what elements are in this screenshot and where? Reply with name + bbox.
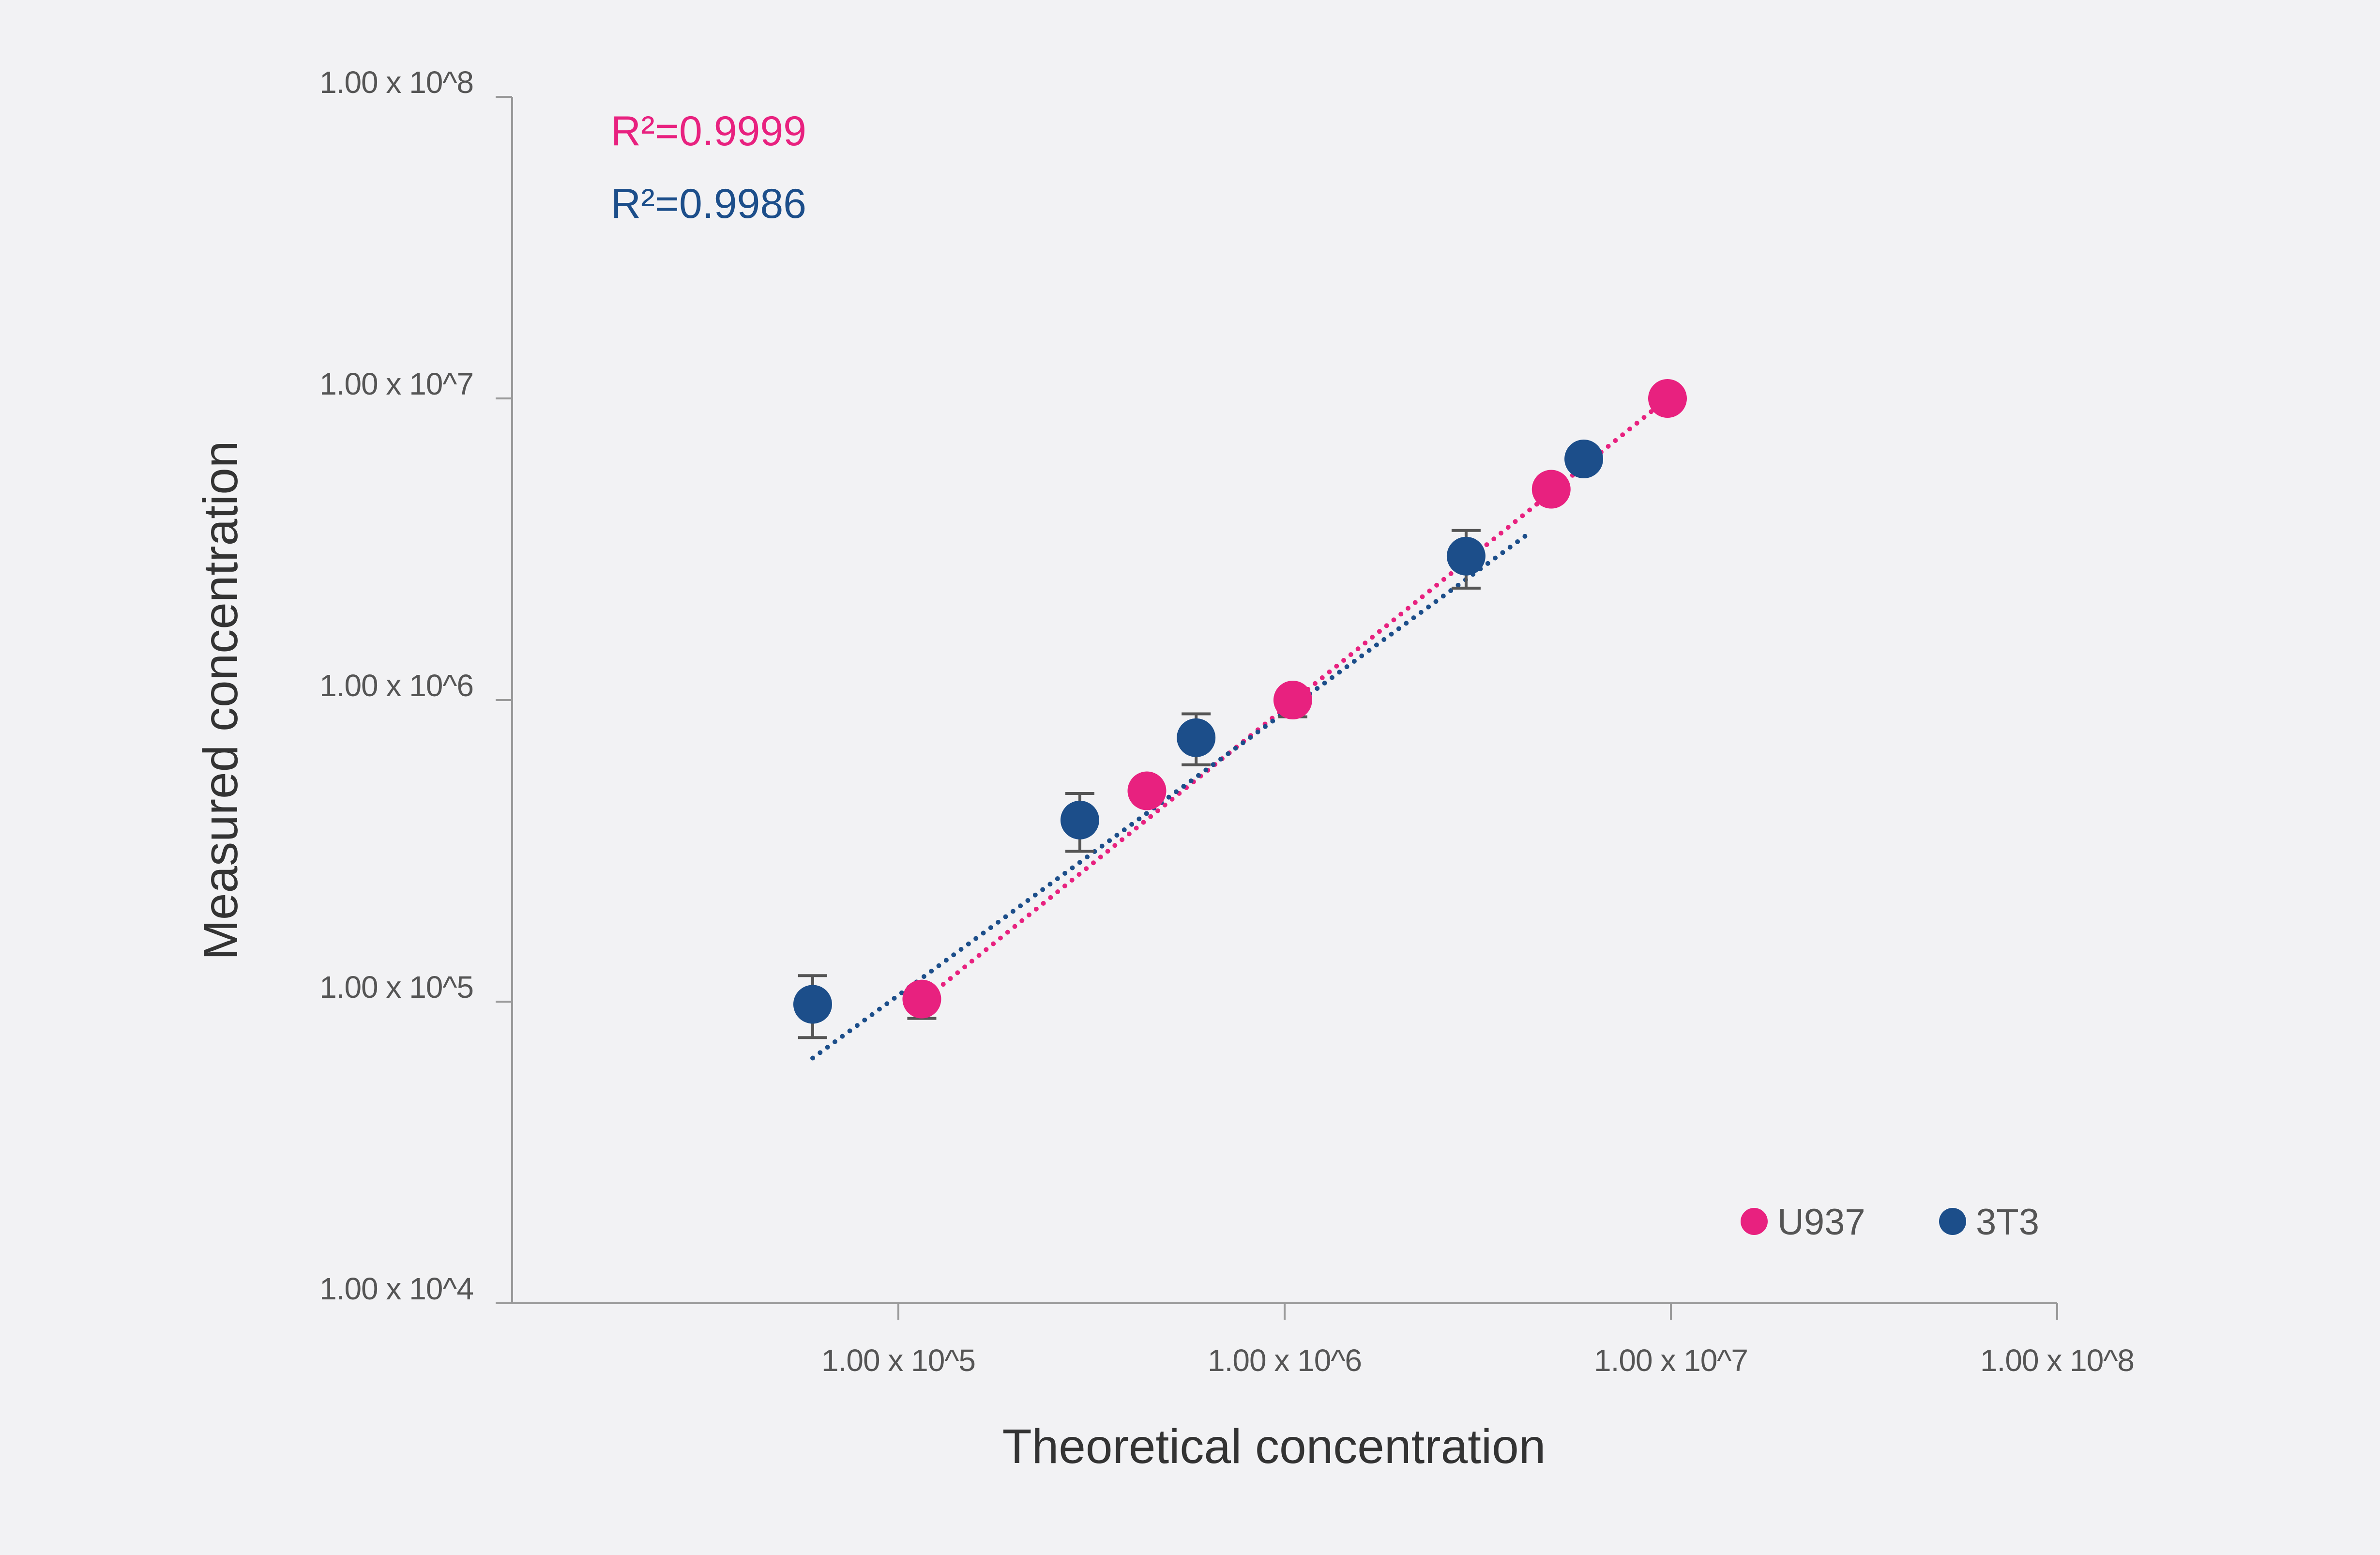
data-point-u937 — [1273, 681, 1312, 719]
y-tick-label: 1.00 x 10^7 — [319, 366, 473, 401]
x-tick-label: 1.00 x 10^7 — [1594, 1343, 1748, 1378]
x-tick-label: 1.00 x 10^5 — [821, 1343, 975, 1378]
x-tick-label: 1.00 x 10^6 — [1208, 1343, 1362, 1378]
r2-label-3t3: R²=0.9986 — [611, 181, 806, 227]
labels: 1.00 x 10^4 1.00 x 10^5 1.00 x 10^6 1.00 x … — [319, 65, 2135, 1378]
y-tick-label: 1.00 x 10^5 — [319, 970, 473, 1005]
x-tick-label: 1.00 x 10^8 — [1980, 1343, 2134, 1378]
data-point-u937 — [902, 979, 941, 1019]
legend-label-3t3: 3T3 — [1976, 1202, 2039, 1243]
x-axis-title: Theoretical concentration — [1002, 1419, 1546, 1474]
data-point-3t3 — [1564, 440, 1604, 479]
data-point-3t3 — [1177, 718, 1216, 757]
data-point-u937 — [1127, 771, 1167, 810]
y-tick-label: 1.00 x 10^6 — [319, 668, 473, 703]
data-point-3t3 — [1060, 800, 1099, 839]
r2-label-u937: R²=0.9999 — [611, 108, 806, 154]
data-point-3t3 — [1446, 536, 1486, 576]
y-tick-label: 1.00 x 10^8 — [319, 65, 473, 100]
legend-label-u937: U937 — [1777, 1202, 1865, 1243]
data-point-u937 — [1648, 379, 1687, 418]
y-tick-label: 1.00 x 10^4 — [319, 1271, 473, 1306]
data-points — [793, 379, 1687, 1024]
data-point-3t3 — [793, 985, 832, 1024]
legend-marker-u937 — [1741, 1208, 1768, 1235]
axes — [496, 96, 2058, 1320]
legend-marker-3t3 — [1939, 1208, 1966, 1235]
y-axis-title: Measured concentration — [194, 441, 248, 960]
trendline-3t3 — [810, 534, 1528, 1061]
data-point-u937 — [1531, 470, 1571, 509]
